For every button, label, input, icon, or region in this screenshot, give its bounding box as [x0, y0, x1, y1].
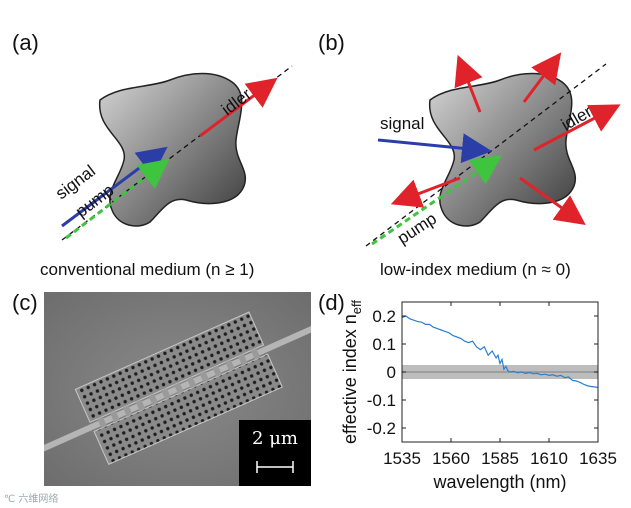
idler-arrow-right — [533, 104, 621, 152]
pump-beam-b — [371, 155, 502, 246]
y-tick-label: 0 — [387, 363, 396, 382]
x-tick-label: 1585 — [481, 449, 519, 468]
x-tick-label: 1535 — [383, 449, 421, 468]
y-axis-label-sub: eff — [349, 300, 364, 315]
signal-beam-b — [377, 133, 492, 164]
caption-b: low-index medium (n ≈ 0) — [380, 260, 571, 279]
signal-label-b: signal — [380, 114, 425, 133]
waveguide-pillars — [97, 348, 261, 429]
series-line-neff — [401, 315, 599, 388]
idler-arrow-up-right — [522, 52, 562, 103]
panel-a-label: (a) — [12, 30, 39, 55]
scale-bar — [256, 461, 294, 473]
panel-c-label: (c) — [12, 290, 38, 315]
y-tick-label: -0.2 — [367, 419, 396, 438]
x-tick-label: 1610 — [530, 449, 568, 468]
x-tick-label: 1635 — [579, 449, 617, 468]
caption-a: conventional medium (n ≥ 1) — [40, 260, 255, 279]
y-axis-label: effective index neff — [340, 300, 364, 444]
idler-beam-a — [199, 77, 278, 138]
idler-arrow-up-left — [454, 54, 483, 113]
idler-arrow-down-right — [519, 176, 586, 225]
scale-bar-label: 2 μm — [252, 428, 298, 449]
panel-d-label: (d) — [318, 290, 345, 315]
idler-arrow-left — [390, 176, 461, 208]
y-tick-label: -0.1 — [367, 391, 396, 410]
y-axis-label-main: effective index n — [340, 314, 360, 444]
watermark: ℃ 六维网络 — [4, 494, 59, 505]
scale-bar-box: 2 μm — [239, 420, 311, 486]
x-axis-label: wavelength (nm) — [432, 472, 566, 492]
panel-b-label: (b) — [318, 30, 345, 55]
medium-shape-a — [99, 72, 247, 227]
x-tick-label: 1560 — [432, 449, 470, 468]
y-tick-label: 0.1 — [372, 335, 396, 354]
panel-a-diagram — [61, 65, 293, 241]
y-tick-label: 0.2 — [372, 307, 396, 326]
sem-image: 2 μm — [44, 292, 311, 486]
panel-b-diagram — [365, 52, 621, 247]
index-chart: 0.2 0.1 0 -0.1 -0.2 1535 1560 1585 1610 1635 wavel… — [340, 300, 617, 492]
